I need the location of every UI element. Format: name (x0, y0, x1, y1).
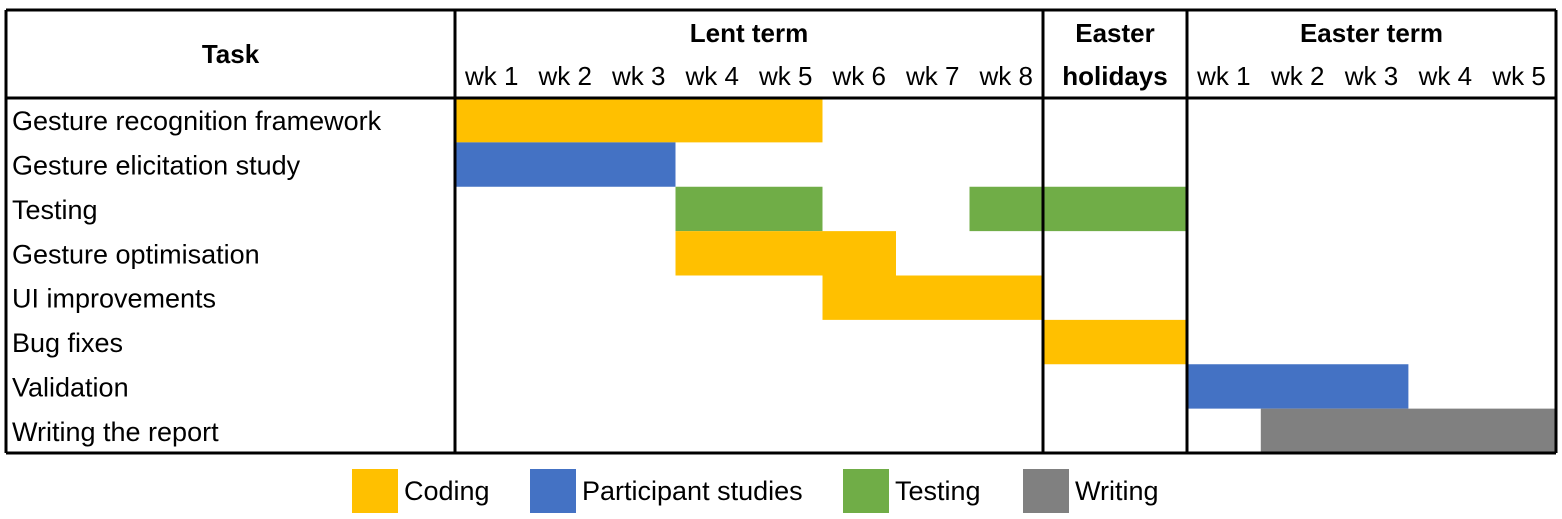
week-label-lent-term-1: wk 1 (464, 61, 518, 91)
legend-swatch-writing (1023, 469, 1069, 513)
task-label-writing-the-report: Writing the report (12, 417, 219, 447)
task-header: Task (202, 39, 260, 69)
bar-testing-2 (969, 186, 1187, 232)
legend-item-writing: Writing (1023, 469, 1159, 513)
task-label-validation: Validation (12, 372, 129, 402)
week-label-lent-term-4: wk 4 (685, 61, 739, 91)
bar-writing-the-report-1 (1260, 408, 1556, 453)
week-label-lent-term-3: wk 3 (611, 61, 665, 91)
bar-gesture-elicitation-study-1 (455, 142, 676, 187)
week-label-easter-term-2: wk 2 (1270, 61, 1324, 91)
bar-gesture-optimisation-1 (675, 231, 896, 276)
legend-swatch-participant-studies (530, 469, 576, 513)
bar-testing-1 (675, 186, 823, 232)
week-label-easter-term-3: wk 3 (1344, 61, 1398, 91)
legend-swatch-coding (352, 469, 398, 513)
legend-label-testing: Testing (895, 475, 981, 506)
task-label-bug-fixes: Bug fixes (12, 328, 123, 358)
task-label-ui-improvements: UI improvements (12, 284, 216, 314)
week-label-easter-term-4: wk 4 (1418, 61, 1472, 91)
task-label-gesture-elicitation-study: Gesture elicitation study (12, 151, 301, 181)
week-label-lent-term-8: wk 8 (979, 61, 1033, 91)
bar-bug-fixes-1 (1043, 319, 1187, 365)
week-label-lent-term-6: wk 6 (832, 61, 886, 91)
week-label-lent-term-7: wk 7 (905, 61, 959, 91)
bar-gesture-recognition-framework-1 (455, 98, 823, 143)
period-label-easter-holidays-line-2: holidays (1062, 61, 1167, 91)
period-label-lent-term: Lent term (690, 18, 808, 48)
week-label-easter-term-1: wk 1 (1196, 61, 1250, 91)
legend-item-coding: Coding (352, 469, 490, 513)
week-label-lent-term-5: wk 5 (758, 61, 812, 91)
gantt-chart: Task Lent term wk 1 wk 2 wk 3 wk 4 wk 5 wk 6 wk … (4, 8, 1558, 455)
task-label-gesture-optimisation: Gesture optimisation (12, 239, 260, 269)
legend-label-participant-studies: Participant studies (582, 475, 803, 506)
legend-label-coding: Coding (404, 475, 490, 506)
task-label-testing: Testing (12, 195, 98, 225)
legend: Coding Participant studies Testing Writi… (0, 465, 1562, 519)
week-label-easter-term-5: wk 5 (1491, 61, 1545, 91)
legend-swatch-testing (843, 469, 889, 513)
period-label-easter-holidays-line-1: Easter (1075, 18, 1155, 48)
legend-label-writing: Writing (1075, 475, 1159, 506)
legend-item-participant-studies: Participant studies (530, 469, 803, 513)
task-label-gesture-recognition-framework: Gesture recognition framework (12, 106, 382, 136)
legend-item-testing: Testing (843, 469, 981, 513)
bar-validation-1 (1187, 364, 1409, 409)
week-label-lent-term-2: wk 2 (538, 61, 592, 91)
bar-ui-improvements-1 (822, 275, 1043, 320)
period-label-easter-term: Easter term (1300, 18, 1443, 48)
